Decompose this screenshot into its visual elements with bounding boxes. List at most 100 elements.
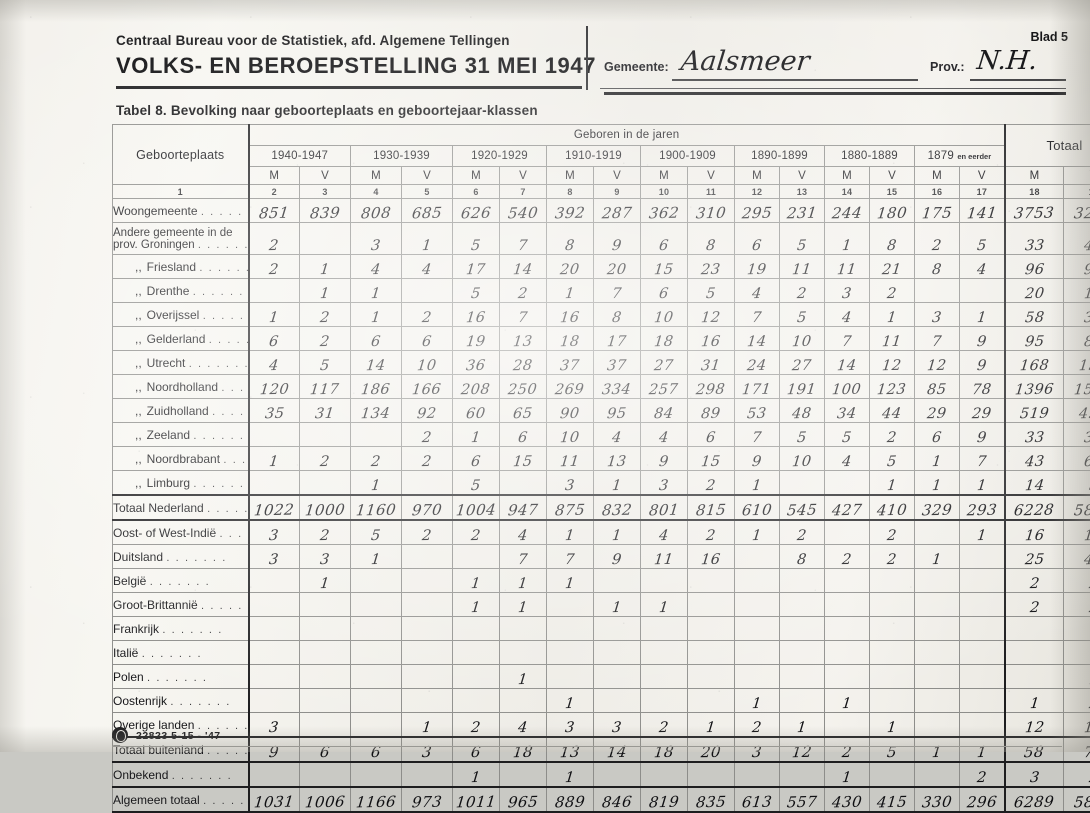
cell-itali-c5 [402, 641, 453, 665]
cell-onbekend-c3 [300, 762, 351, 787]
cell-utrecht-c9: 37 [594, 351, 641, 375]
cell-totaal-nederland-c11: 815 [688, 495, 735, 520]
cell-zuidholland-c10: 84 [641, 399, 688, 423]
cell-noordbrabant-c9: 13 [594, 447, 641, 471]
cell-oost-of-west-indi-c4: 5 [351, 520, 402, 545]
cell-algemeen-totaal-c4: 1166 [351, 787, 402, 812]
cell-oostenrijk-c6 [453, 689, 500, 713]
cell-groot-brittanni-c11 [688, 593, 735, 617]
cell-oost-of-west-indi-c2: 3 [249, 520, 300, 545]
cell-gelderland-c14: 7 [825, 327, 870, 351]
cell-frankrijk-c4 [351, 617, 402, 641]
cell-gelderland-c2: 6 [249, 327, 300, 351]
cell-friesland-c19: 90 [1064, 255, 1090, 279]
row-label-overijssel: ,,Overijssel . . . . . . . [113, 303, 249, 327]
cell-belgi-c9 [594, 569, 641, 593]
sex-header-v: V [594, 167, 641, 185]
cell-oost-of-west-indi-c18: 16 [1005, 520, 1064, 545]
cell-overige-landen-c11: 1 [688, 713, 735, 738]
cell-zeeland-c13: 5 [780, 423, 825, 447]
header-divider-thick [604, 92, 1066, 95]
sex-header-m: M [825, 167, 870, 185]
table-row: Woongemeente . . . . . . .85183980868562… [113, 199, 1090, 223]
cell-noordbrabant-c15: 5 [870, 447, 915, 471]
cell-drenthe-c12: 4 [735, 279, 780, 303]
cell-frankrijk-c2 [249, 617, 300, 641]
cell-gelderland-c10: 18 [641, 327, 688, 351]
cell-noordholland-c12: 171 [735, 375, 780, 399]
cell-itali-c18 [1005, 641, 1064, 665]
column-number-15: 15 [870, 185, 915, 199]
cell-belgi-c12 [735, 569, 780, 593]
cell-limburg-c8: 3 [547, 471, 594, 496]
cell-zuidholland-c8: 90 [547, 399, 594, 423]
cell-zuidholland-c17: 29 [960, 399, 1005, 423]
cell-gelderland-c7: 13 [500, 327, 547, 351]
cell-zuidholland-c14: 34 [825, 399, 870, 423]
cell-totaal-nederland-c7: 947 [500, 495, 547, 520]
cell-frankrijk-c11 [688, 617, 735, 641]
cell-zeeland-c8: 10 [547, 423, 594, 447]
cell-frankrijk-c7 [500, 617, 547, 641]
cell-andere-gemeente-in-de-c17: 5 [960, 223, 1005, 255]
cell-zuidholland-c3: 31 [300, 399, 351, 423]
cell-groot-brittanni-c5 [402, 593, 453, 617]
cell-utrecht-c14: 14 [825, 351, 870, 375]
cell-zeeland-c3 [300, 423, 351, 447]
cell-oost-of-west-indi-c9: 1 [594, 520, 641, 545]
cell-duitsland-c7: 7 [500, 545, 547, 569]
cell-oost-of-west-indi-c14 [825, 520, 870, 545]
year-group-1890-1899: 1890-1899 [735, 146, 825, 167]
table-row: Totaal buitenland . . . . . . .966361813… [113, 737, 1090, 762]
sex-header-m: M [641, 167, 688, 185]
cell-drenthe-c7: 2 [500, 279, 547, 303]
cell-onbekend-c18: 3 [1005, 762, 1064, 787]
cell-groot-brittanni-c14 [825, 593, 870, 617]
cell-groot-brittanni-c4 [351, 593, 402, 617]
cell-noordbrabant-c11: 15 [688, 447, 735, 471]
cell-drenthe-c4: 1 [351, 279, 402, 303]
column-number-18: 18 [1005, 185, 1064, 199]
cell-friesland-c9: 20 [594, 255, 641, 279]
cell-noordholland-c5: 166 [402, 375, 453, 399]
cell-overijssel-c12: 7 [735, 303, 780, 327]
row-label-noordholland: ,,Noordholland . . . . . . . [113, 375, 249, 399]
cell-totaal-buitenland-c10: 18 [641, 737, 688, 762]
cell-algemeen-totaal-c2: 1031 [249, 787, 300, 812]
column-number-13: 13 [780, 185, 825, 199]
cell-onbekend-c8: 1 [547, 762, 594, 787]
column-number-14: 14 [825, 185, 870, 199]
cell-groot-brittanni-c3 [300, 593, 351, 617]
cell-drenthe-c18: 20 [1005, 279, 1064, 303]
table-row: Frankrijk . . . . . . . [113, 617, 1090, 641]
column-number-10: 10 [641, 185, 688, 199]
cell-polen-c7: 1 [500, 665, 547, 689]
cell-andere-gemeente-in-de-c7: 7 [500, 223, 547, 255]
cell-friesland-c7: 14 [500, 255, 547, 279]
cell-noordholland-c6: 208 [453, 375, 500, 399]
sex-header-v: V [500, 167, 547, 185]
cell-totaal-buitenland-c14: 2 [825, 737, 870, 762]
cell-gelderland-c16: 7 [915, 327, 960, 351]
cell-utrecht-c13: 27 [780, 351, 825, 375]
column-number-19: 19 [1064, 185, 1090, 199]
column-number-8: 8 [547, 185, 594, 199]
table-row: ,,Overijssel . . . . . . .12121671681012… [113, 303, 1090, 327]
cell-totaal-nederland-c3: 1000 [300, 495, 351, 520]
cell-zuidholland-c12: 53 [735, 399, 780, 423]
cell-overijssel-c18: 58 [1005, 303, 1064, 327]
footer-rule [112, 746, 1062, 747]
cell-frankrijk-c12 [735, 617, 780, 641]
cell-noordbrabant-c12: 9 [735, 447, 780, 471]
sex-header-v: V [688, 167, 735, 185]
year-group-1940-1947: 1940-1947 [249, 146, 351, 167]
cell-overige-landen-c9: 3 [594, 713, 641, 738]
cell-oostenrijk-c17 [960, 689, 1005, 713]
cell-overige-landen-c16 [915, 713, 960, 738]
table-row: Polen . . . . . . .11 [113, 665, 1090, 689]
cell-friesland-c14: 11 [825, 255, 870, 279]
cell-algemeen-totaal-c6: 1011 [453, 787, 500, 812]
cell-noordbrabant-c18: 43 [1005, 447, 1064, 471]
